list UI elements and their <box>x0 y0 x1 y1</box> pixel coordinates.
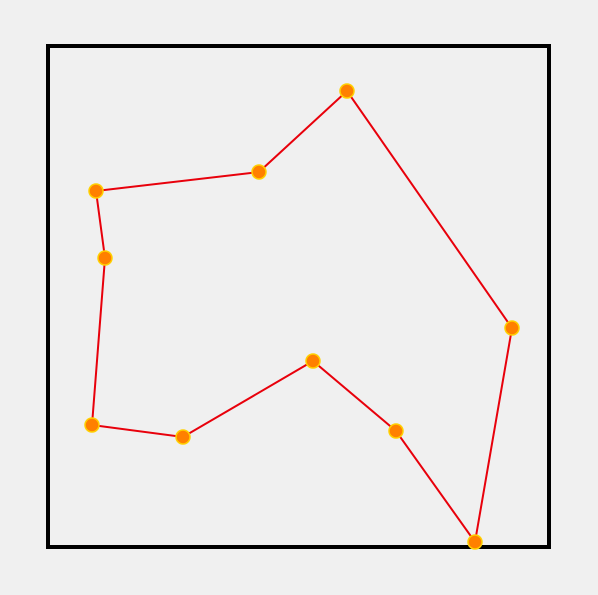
vertices <box>84 83 520 550</box>
vertex <box>339 83 355 99</box>
vertex <box>175 429 191 445</box>
vertex <box>388 423 404 439</box>
vertex <box>84 417 100 433</box>
frame <box>46 44 551 549</box>
vertex <box>251 164 267 180</box>
vertex <box>305 353 321 369</box>
vertex <box>88 183 104 199</box>
vertex <box>504 320 520 336</box>
vertex <box>467 534 483 550</box>
vertex <box>97 250 113 266</box>
